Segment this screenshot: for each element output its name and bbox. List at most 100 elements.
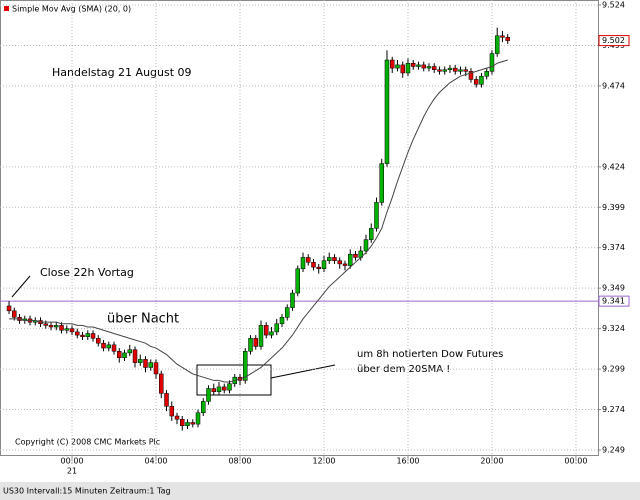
annotation: Close 22h Vortag [40,266,134,279]
candle-body [227,383,232,391]
candle-body [337,260,342,265]
reference-label: 9.341 [602,297,625,306]
candle-body [96,338,101,344]
candle-body [437,69,442,72]
candle-body [458,69,463,72]
candle-body [153,362,159,375]
candle-body [279,317,285,325]
candle-body [211,388,217,392]
status-bar [0,482,640,500]
copyright: Copyright (C) 2008 CMC Markets Plc [15,438,160,447]
date-label: 21 [67,467,77,476]
candle-body [426,66,432,69]
reference-marker [598,295,630,307]
x-tick-label: 08:00 [228,457,251,466]
candle-body [164,393,169,407]
candle-body [274,323,279,333]
candle-body [80,334,85,337]
x-tick-label: 20:00 [480,457,503,466]
candle-body [400,64,405,74]
candle-body [489,53,495,72]
x-tick-label: 04:00 [144,457,167,466]
candle-body [117,351,122,359]
candle-body [431,66,437,70]
last-price-label: 9.502 [602,36,625,45]
candle-body [69,328,75,333]
candle-body [138,359,143,363]
candle-body [222,386,227,391]
plot-frame [0,0,599,456]
y-tick-label: 9.274 [602,405,625,414]
annotation: über dem 20SMA ! [357,364,450,375]
candle-body [363,239,369,252]
candle-body [201,401,206,414]
y-tick-label: 9.374 [602,243,625,252]
candle-body [174,415,180,420]
candle-body [332,257,337,261]
annotation: um 8h notierten Dow Futures [357,349,503,360]
candle-body [295,268,300,294]
candle-body [300,257,306,270]
candle-body [447,67,453,70]
candle-body [473,79,479,85]
candle-body [290,292,295,308]
y-tick-label: 9.524 [602,1,625,10]
y-tick-label: 9.249 [602,446,625,455]
candle-body [494,35,500,54]
y-tick-label: 9.424 [602,162,625,171]
candle-body [122,352,127,359]
subtitle: Handelstag 21 August 09 [52,66,192,79]
highlight-box [196,364,272,396]
candle-body [500,35,505,38]
x-tick-label: 00:00 [60,457,83,466]
candle-body [59,325,64,331]
candle-body [505,37,510,41]
candle-body [253,338,258,347]
candle-body [342,263,348,266]
candle-body [347,253,353,266]
sma-line [9,59,508,383]
candle-body [148,362,154,368]
y-tick-label: 9.324 [602,324,625,333]
candle-body [190,422,196,425]
annotation-line [11,275,31,298]
candle-body [353,253,358,258]
candle-body [479,75,484,85]
candle-body [416,64,421,67]
candle-body [468,71,474,80]
x-tick-label: 12:00 [312,457,335,466]
candle-body [452,67,458,72]
candle-body [326,257,332,261]
candle-body [410,63,416,67]
candle-body [43,323,49,326]
candle-body [127,349,133,354]
candle-body [463,69,468,72]
candle-body [90,333,96,339]
candle-body [64,328,70,331]
candle-body [143,359,148,368]
candle-body [321,260,327,270]
candle-body [442,69,447,72]
candle-body [311,262,316,268]
candle-body [389,59,395,69]
candle-body [242,351,248,381]
candle-body [263,325,269,336]
candle-body [111,344,117,352]
candle-body [85,333,91,337]
candle-body [106,344,112,349]
candle-body [484,71,489,77]
candle-body [206,388,211,402]
candle-body [169,406,175,417]
candle-body [374,202,379,229]
candle-body [132,349,138,363]
plot: 9.249 9.274 9.299 9.324 9.349 9.374 9.399 9.424… [0,0,630,476]
candle-body [54,325,59,328]
candle-body [395,64,400,69]
candle-body [180,419,185,426]
candle-body [195,412,201,425]
y-tick-label: 9.474 [602,81,625,90]
candle-body [216,386,222,392]
candle-body [405,63,411,74]
candle-body [269,331,274,336]
